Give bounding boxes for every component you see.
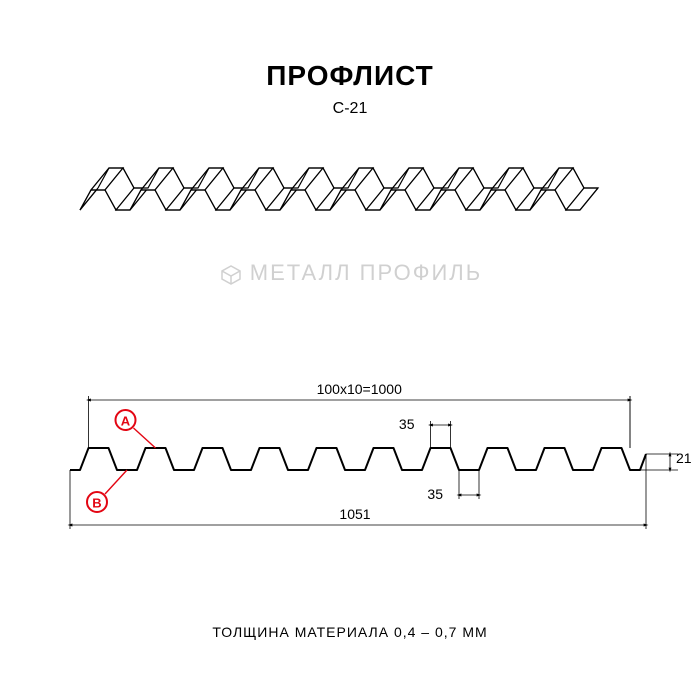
svg-text:35: 35 xyxy=(399,416,415,432)
profile-diagram: 100x10=1000 35 35 1051 21 A B xyxy=(0,370,700,570)
page-subtitle: С-21 xyxy=(0,100,700,118)
svg-text:100x10=1000: 100x10=1000 xyxy=(317,381,402,397)
svg-text:A: A xyxy=(121,414,131,429)
svg-text:B: B xyxy=(92,496,101,511)
svg-text:21: 21 xyxy=(676,450,692,466)
svg-text:35: 35 xyxy=(427,486,443,502)
page-title: ПРОФЛИСТ xyxy=(0,60,700,92)
iso-diagram xyxy=(0,150,700,290)
svg-text:1051: 1051 xyxy=(339,506,370,522)
footer-text: ТОЛЩИНА МАТЕРИАЛА 0,4 – 0,7 ММ xyxy=(0,624,700,640)
